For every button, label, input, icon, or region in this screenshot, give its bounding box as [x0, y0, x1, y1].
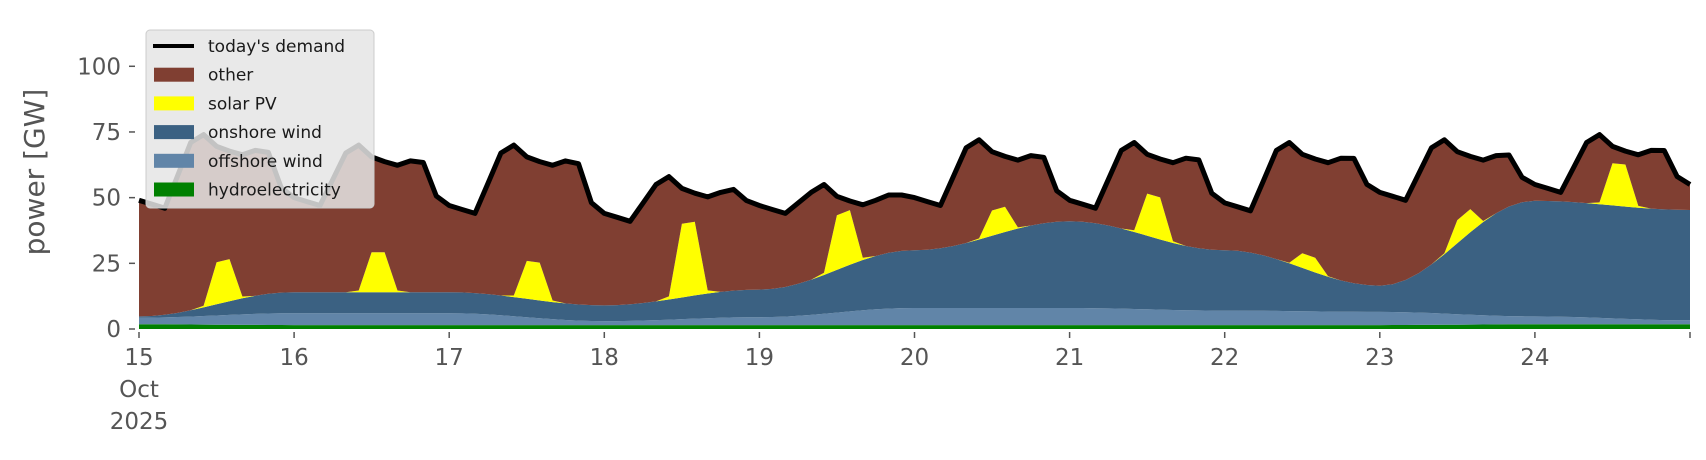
legend-label: hydroelectricity [208, 181, 341, 201]
area-offshore-wind [139, 308, 1690, 326]
x-tick-label: 20 [900, 345, 929, 371]
legend-swatch [154, 67, 194, 82]
x-tick-label: 24 [1520, 345, 1549, 371]
legend-label: today's demand [208, 37, 345, 57]
x-tick-label: 17 [435, 345, 464, 371]
area-onshore-wind [139, 200, 1690, 322]
y-tick-label: 100 [77, 54, 121, 80]
y-tick-label: 0 [106, 317, 121, 343]
y-axis-title: power [GW] [18, 89, 51, 256]
x-tick-label: 19 [745, 345, 774, 371]
legend-swatch [154, 153, 194, 168]
x-tick-label: 18 [590, 345, 619, 371]
y-tick-label: 50 [92, 186, 121, 212]
y-tick-label: 75 [92, 120, 121, 146]
legend: today's demand other solar PV onshore wind o… [145, 29, 375, 209]
legend-swatch [154, 125, 194, 140]
x-tick-label: 16 [279, 345, 308, 371]
legend-label: solar PV [208, 94, 277, 114]
x-tick-label: 15 [124, 345, 153, 371]
legend-box [145, 29, 375, 209]
legend-label: onshore wind [208, 123, 322, 143]
x-tick-label: Oct [119, 377, 159, 403]
legend-label: offshore wind [208, 152, 323, 172]
x-tick-label: 23 [1365, 345, 1394, 371]
plot-area [138, 132, 1692, 329]
area-hydroelectricity [139, 324, 1690, 329]
y-tick-label: 25 [92, 251, 121, 277]
area-solar-pv [139, 163, 1690, 317]
x-tick-label: 2025 [110, 409, 169, 435]
x-tick-label: 22 [1210, 345, 1239, 371]
axes: 0 25 50 75 100 15 Oct 2025 16 17 18 19 20 21 22 23 24 [77, 54, 1691, 435]
line-todays-demand [138, 132, 1692, 224]
legend-swatch [154, 182, 194, 197]
legend-swatch [154, 96, 194, 111]
legend-label: other [208, 66, 253, 86]
area-other [139, 134, 1690, 317]
x-tick-label: 21 [1055, 345, 1084, 371]
